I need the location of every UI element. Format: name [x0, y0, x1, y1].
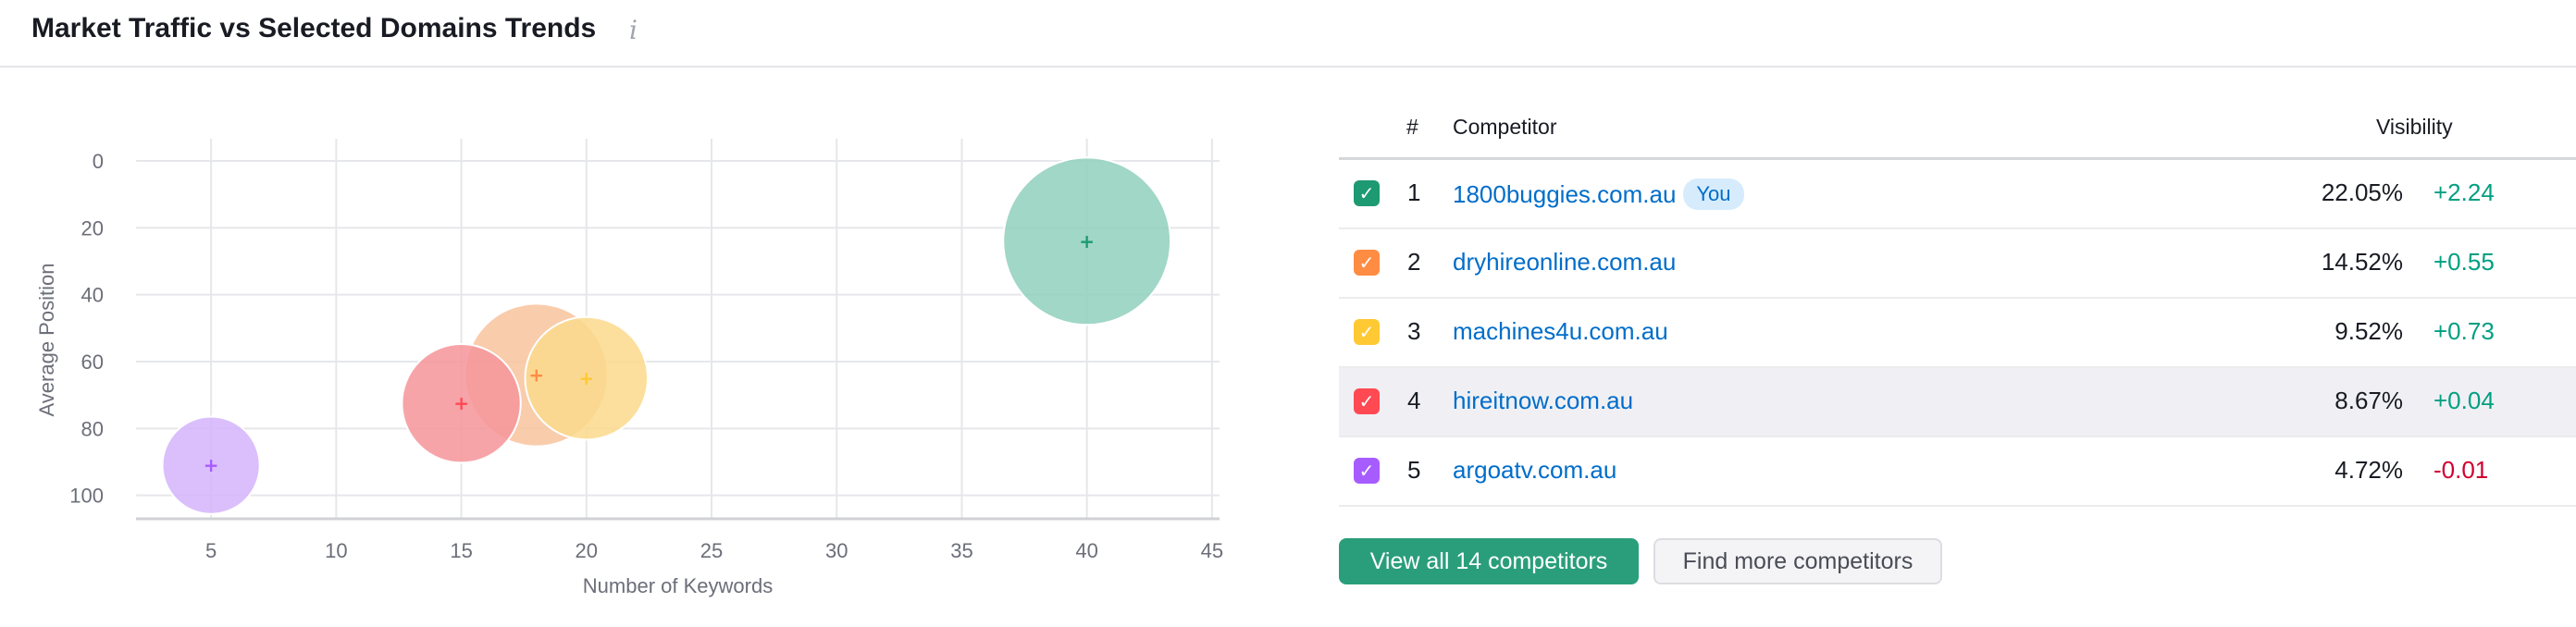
x-tick-label: 5	[205, 539, 217, 562]
competitor-link[interactable]: argoatv.com.au	[1453, 456, 1616, 485]
x-tick-label: 10	[325, 539, 347, 562]
competitor-domain[interactable]: 1800buggies.com.au	[1453, 180, 1677, 208]
x-tick-label: 15	[450, 539, 472, 562]
table-row[interactable]: ✓ 5 argoatv.com.au 4.72% -0.01	[1339, 437, 2576, 507]
row-rank: 1	[1407, 178, 1421, 206]
y-tick-label: 40	[81, 284, 104, 307]
bubble	[1002, 156, 1172, 326]
competitor-domain[interactable]: argoatv.com.au	[1453, 456, 1617, 484]
visibility-value: 4.72%	[2334, 456, 2403, 484]
y-axis-label: Average Position	[35, 264, 58, 417]
header-competitor[interactable]: Competitor	[1453, 115, 1557, 139]
table-row[interactable]: ✓ 3 machines4u.com.au 9.52% +0.73	[1339, 299, 2576, 368]
x-tick-label: 20	[576, 539, 598, 562]
row-rank: 5	[1407, 456, 1421, 484]
visibility-value: 8.67%	[2334, 387, 2403, 414]
row-checkbox[interactable]: ✓	[1354, 388, 1380, 414]
visibility-change: -0.01	[2434, 456, 2489, 484]
visibility-change: +0.55	[2434, 248, 2495, 276]
row-rank: 4	[1407, 387, 1421, 414]
bubble-center-marker: +	[1079, 230, 1095, 252]
header-rank: #	[1406, 115, 1418, 139]
visibility-value: 22.05%	[2321, 178, 2403, 206]
table-row[interactable]: ✓ 2 dryhireonline.com.au 14.52% +0.55	[1339, 229, 2576, 299]
row-checkbox[interactable]: ✓	[1354, 319, 1380, 345]
y-tick-label: 80	[81, 417, 104, 440]
row-rank: 3	[1407, 317, 1421, 345]
row-rank: 2	[1407, 248, 1421, 276]
competitor-link[interactable]: hireitnow.com.au	[1453, 387, 1633, 415]
header-divider	[0, 66, 2576, 68]
x-tick-label: 30	[825, 539, 848, 562]
y-tick-label: 20	[81, 216, 104, 240]
competitor-link[interactable]: dryhireonline.com.au	[1453, 248, 1676, 277]
table-row[interactable]: ✓ 4 hireitnow.com.au 8.67% +0.04	[1339, 368, 2576, 437]
bubble-center-marker: +	[528, 363, 544, 386]
competitor-domain[interactable]: dryhireonline.com.au	[1453, 248, 1677, 276]
y-tick-label: 0	[93, 150, 104, 173]
competitor-link[interactable]: 1800buggies.com.au You	[1453, 178, 1744, 210]
header-visibility[interactable]: Visibility	[2376, 115, 2453, 139]
bubble	[524, 315, 650, 441]
visibility-change: +0.73	[2434, 317, 2495, 345]
row-checkbox[interactable]: ✓	[1354, 458, 1380, 484]
view-all-competitors-button[interactable]: View all 14 competitors	[1339, 538, 1639, 584]
widget-title: Market Traffic vs Selected Domains Trend…	[31, 13, 597, 43]
competitor-domain[interactable]: machines4u.com.au	[1453, 317, 1668, 345]
x-tick-label: 25	[700, 539, 723, 562]
x-tick-label: 40	[1075, 539, 1097, 562]
x-tick-label: 45	[1201, 539, 1223, 562]
bubble-chart: 5 10 15 20 25 30 35 40 45 0 20 40 60 80 100 Number of K…	[35, 139, 1223, 597]
visibility-change: +2.24	[2434, 178, 2495, 206]
table-row[interactable]: ✓ 1 1800buggies.com.au You 22.05% +2.24	[1339, 160, 2576, 229]
info-icon[interactable]: i	[629, 15, 638, 45]
visibility-value: 9.52%	[2334, 317, 2403, 345]
visibility-value: 14.52%	[2321, 248, 2403, 276]
x-axis-label: Number of Keywords	[583, 574, 773, 597]
competitor-domain[interactable]: hireitnow.com.au	[1453, 387, 1634, 414]
bubble-center-marker: +	[453, 392, 469, 414]
y-tick-label: 60	[81, 350, 104, 374]
row-checkbox[interactable]: ✓	[1354, 180, 1380, 206]
bubble	[161, 415, 261, 515]
visibility-change: +0.04	[2434, 387, 2495, 414]
find-more-competitors-button[interactable]: Find more competitors	[1653, 538, 1942, 584]
bubble-center-marker: +	[204, 454, 219, 476]
competitor-link[interactable]: machines4u.com.au	[1453, 317, 1668, 346]
row-checkbox[interactable]: ✓	[1354, 250, 1380, 276]
y-tick-label: 100	[69, 485, 104, 508]
bubble-center-marker: +	[578, 367, 594, 389]
header-divider-line	[1339, 157, 2576, 160]
you-badge: You	[1683, 178, 1744, 210]
x-tick-label: 35	[950, 539, 972, 562]
bubble	[401, 343, 522, 464]
